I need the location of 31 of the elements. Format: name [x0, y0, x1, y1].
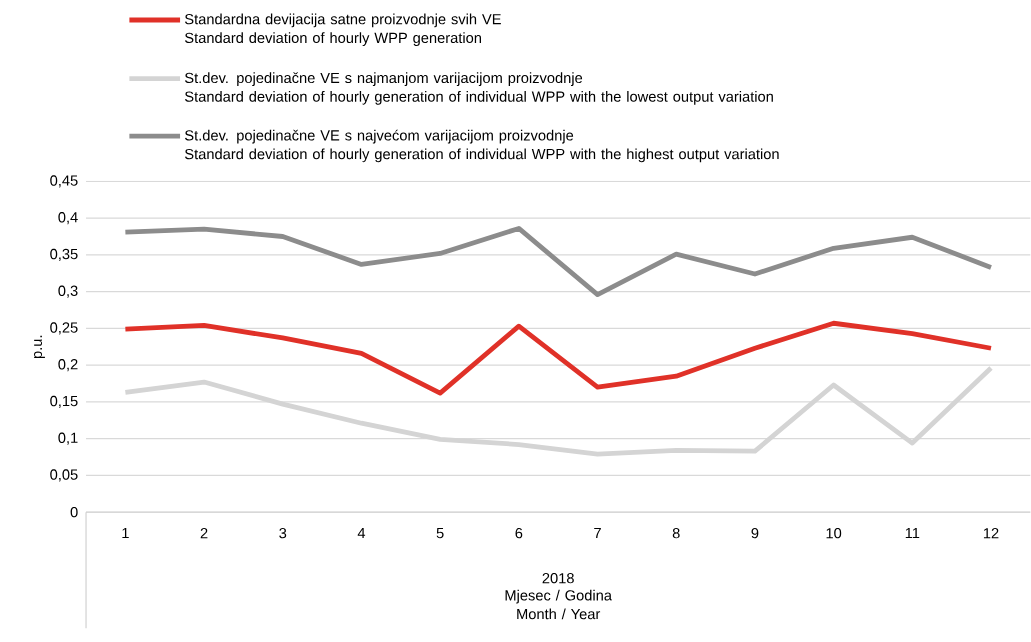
- y-tick-label: 0,25: [50, 322, 78, 335]
- x-tick-label: 8: [672, 528, 680, 539]
- y-axis-title: p.u.: [34, 336, 45, 359]
- y-tick-label: 0,3: [58, 285, 78, 298]
- line-series: [122, 226, 994, 298]
- legend-label: St.dev. pojedinačne VE s najvećom varijacijom proizvodnje Standard deviation of hourly generation of individual WPP with the highest output variation: [185, 129, 779, 163]
- line-series: [122, 365, 994, 457]
- y-tick-label: 0,4: [58, 212, 78, 225]
- legend-label: St.dev. pojedinačne VE s najmanjom varijacijom proizvodnje Standard deviation of hourly generation of individual WPP with the lowest output variation: [185, 72, 773, 105]
- y-tick-label: 0,1: [58, 432, 78, 445]
- x-tick-label: 1: [122, 528, 129, 539]
- x-tick-label: 5: [436, 528, 444, 539]
- y-tick-label: 0,05: [50, 469, 78, 482]
- y-tick-label: 0: [70, 507, 78, 518]
- x-tick-label: 3: [279, 528, 287, 539]
- x-tick-label: 4: [357, 528, 366, 539]
- text: 2018: [542, 573, 574, 584]
- x-tick-label: 12: [983, 528, 999, 539]
- y-tick-label: 0,2: [58, 359, 78, 372]
- x-axis-title: Mjesec / Godina Month / Year: [505, 590, 612, 620]
- legend-label: Standardna devijacija satne proizvodnje svih VE Standard deviation of hourly WPP generation: [185, 13, 501, 47]
- y-tick-label: 0,35: [50, 249, 78, 262]
- x-tick-label: 9: [751, 528, 759, 539]
- x-tick-label: 2: [200, 528, 208, 539]
- line-series: [122, 321, 994, 396]
- x-tick-label: 7: [594, 528, 601, 539]
- x-tick-label: 11: [905, 528, 920, 539]
- x-tick-label: 10: [826, 528, 842, 539]
- x-tick-label: 6: [515, 528, 523, 539]
- y-tick-label: 0,15: [50, 396, 78, 409]
- y-tick-label: 0,45: [50, 175, 78, 188]
